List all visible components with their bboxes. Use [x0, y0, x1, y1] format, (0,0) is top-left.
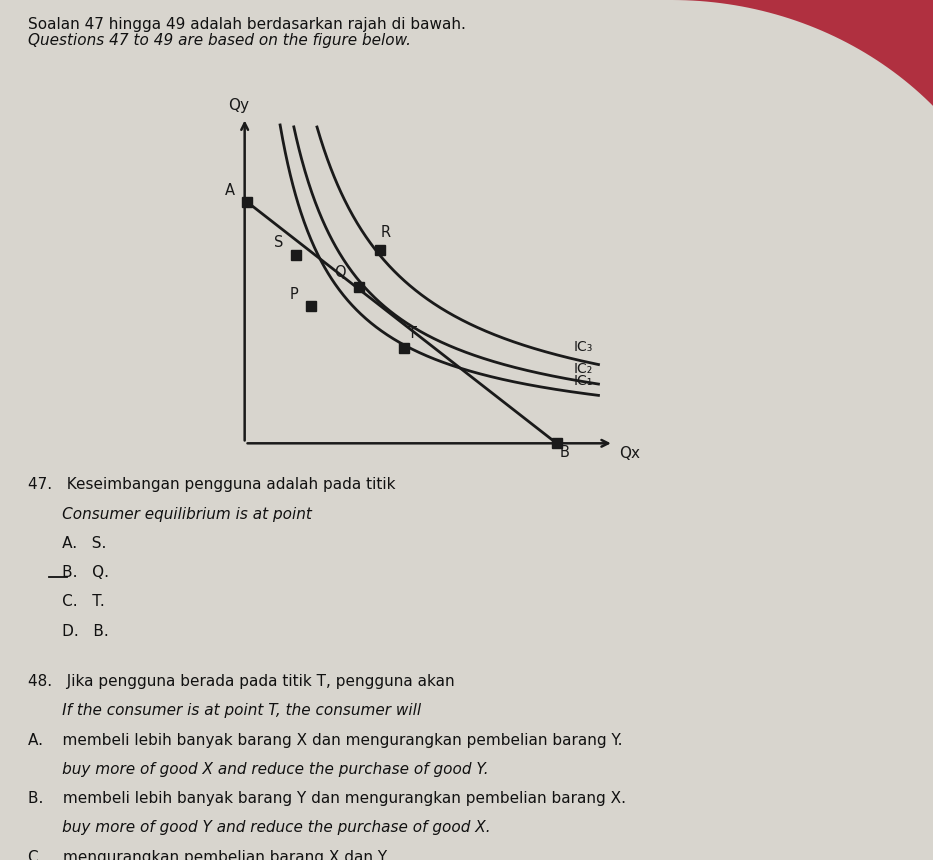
Text: C.    mengurangkan pembelian barang X dan Y.: C. mengurangkan pembelian barang X dan Y… — [28, 850, 389, 860]
Text: IC₁: IC₁ — [574, 374, 593, 388]
Text: T: T — [408, 326, 416, 341]
Text: 48.   Jika pengguna berada pada titik T, pengguna akan: 48. Jika pengguna berada pada titik T, p… — [28, 674, 454, 689]
Text: B: B — [559, 445, 569, 460]
Text: buy more of good Y and reduce the purchase of good X.: buy more of good Y and reduce the purcha… — [28, 820, 491, 835]
Text: A: A — [225, 183, 234, 198]
Text: A.   S.: A. S. — [28, 536, 106, 550]
Text: R: R — [381, 225, 391, 240]
Text: Soalan 47 hingga 49 adalah berdasarkan rajah di bawah.: Soalan 47 hingga 49 adalah berdasarkan r… — [28, 17, 466, 32]
Text: B.    membeli lebih banyak barang Y dan mengurangkan pembelian barang X.: B. membeli lebih banyak barang Y dan men… — [28, 791, 626, 806]
Text: Qx: Qx — [620, 445, 640, 461]
Text: If the consumer is at point T, the consumer will: If the consumer is at point T, the consu… — [28, 703, 421, 718]
Text: buy more of good X and reduce the purchase of good Y.: buy more of good X and reduce the purcha… — [28, 762, 489, 777]
Text: Q: Q — [334, 266, 345, 280]
Text: B.   Q.: B. Q. — [28, 565, 109, 580]
Text: IC₂: IC₂ — [574, 361, 593, 376]
Text: S: S — [274, 236, 284, 250]
Text: Qy: Qy — [229, 97, 249, 113]
Text: IC₃: IC₃ — [574, 341, 593, 354]
Text: C.   T.: C. T. — [28, 594, 104, 609]
Polygon shape — [672, 0, 933, 860]
Text: P: P — [290, 287, 299, 302]
Text: 47.   Keseimbangan pengguna adalah pada titik: 47. Keseimbangan pengguna adalah pada ti… — [28, 477, 396, 492]
Text: D.   B.: D. B. — [28, 624, 109, 638]
Text: Consumer equilibrium is at point: Consumer equilibrium is at point — [28, 507, 312, 521]
Text: A.    membeli lebih banyak barang X dan mengurangkan pembelian barang Y.: A. membeli lebih banyak barang X dan men… — [28, 733, 622, 747]
Text: Questions 47 to 49 are based on the figure below.: Questions 47 to 49 are based on the figu… — [28, 33, 411, 47]
